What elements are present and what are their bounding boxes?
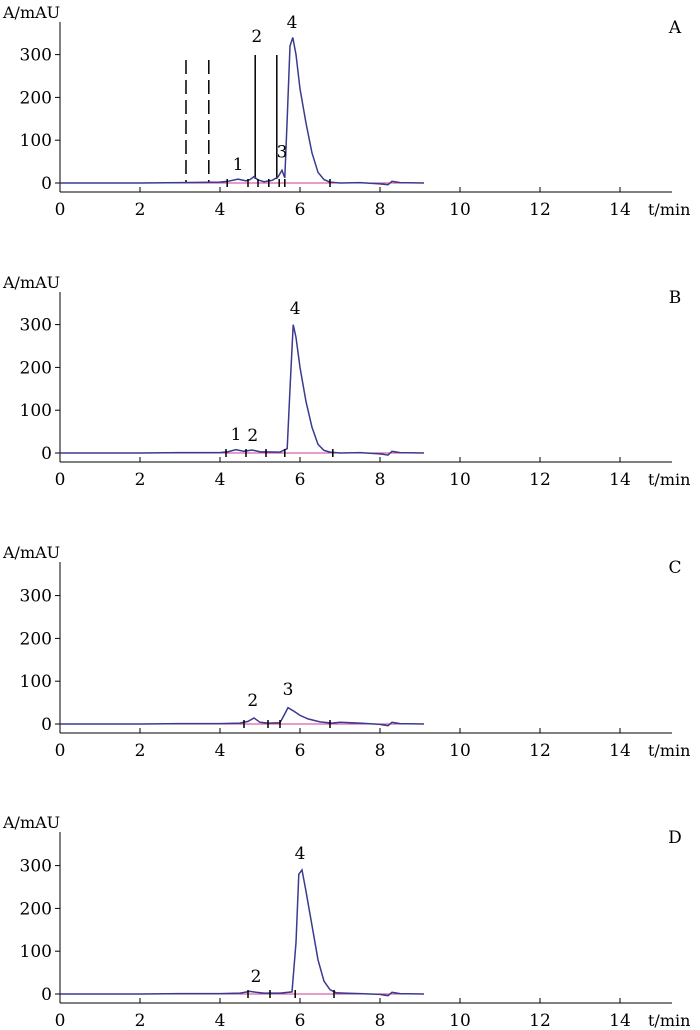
- x-tick-label: 2: [135, 470, 146, 490]
- peak-label: 3: [277, 142, 288, 162]
- peak-label: 4: [287, 13, 298, 33]
- x-tick-label: 10: [449, 470, 471, 490]
- x-tick-label: 4: [215, 1011, 226, 1030]
- y-tick-label: 300: [20, 587, 52, 607]
- y-tick-label: 0: [41, 715, 52, 735]
- y-axis-title: A/mAU: [2, 3, 60, 22]
- y-tick-label: 100: [20, 131, 52, 151]
- y-tick-label: 200: [20, 899, 52, 919]
- x-tick-label: 4: [215, 200, 226, 220]
- panel-letter: D: [668, 828, 682, 848]
- x-tick-label: 8: [375, 1011, 386, 1030]
- x-axis-title: t/min: [648, 470, 690, 489]
- panel-d: D A/mAU 0 100 200 300 0 2 4 6 8 10 12 14 t/min 2 4: [2, 813, 690, 1030]
- x-tick-label: 4: [215, 470, 226, 490]
- y-tick-label: 0: [41, 444, 52, 464]
- x-tick-label: 14: [609, 470, 631, 490]
- x-tick-label: 14: [609, 741, 631, 761]
- x-axis-title: t/min: [648, 741, 690, 760]
- y-tick-label: 100: [20, 401, 52, 421]
- chromatogram-trace: [60, 324, 425, 456]
- x-axis-title: t/min: [648, 200, 690, 219]
- panel-letter: A: [668, 18, 682, 38]
- x-tick-label: 8: [375, 200, 386, 220]
- y-tick-label: 0: [41, 174, 52, 194]
- chromatogram-trace: [60, 868, 425, 997]
- x-tick-label: 6: [295, 741, 306, 761]
- x-tick-label: 0: [55, 200, 66, 220]
- x-tick-label: 14: [609, 1011, 631, 1030]
- panel-letter: C: [668, 558, 681, 578]
- y-axis-title: A/mAU: [2, 813, 60, 832]
- peak-label: 4: [290, 299, 301, 319]
- peak-label: 3: [283, 680, 294, 700]
- x-tick-label: 12: [529, 1011, 551, 1030]
- y-tick-label: 300: [20, 316, 52, 336]
- peak-label: 2: [247, 426, 258, 446]
- x-tick-label: 6: [295, 200, 306, 220]
- x-tick-label: 12: [529, 200, 551, 220]
- x-tick-label: 2: [135, 1011, 146, 1030]
- x-tick-label: 2: [135, 200, 146, 220]
- x-tick-label: 8: [375, 741, 386, 761]
- x-tick-label: 0: [55, 1011, 66, 1030]
- x-axis-title: t/min: [648, 1011, 690, 1030]
- chromatogram-trace: [60, 706, 425, 727]
- x-tick-label: 6: [295, 470, 306, 490]
- peak-label: 1: [231, 425, 242, 445]
- panel-c: C A/mAU 0 100 200 300 0 2 4 6 8 10 12 14 t/min 2 3: [2, 543, 690, 761]
- x-tick-label: 2: [135, 741, 146, 761]
- y-tick-label: 100: [20, 672, 52, 692]
- y-axis-title: A/mAU: [2, 543, 60, 562]
- x-tick-label: 10: [449, 200, 471, 220]
- y-tick-label: 200: [20, 358, 52, 378]
- x-tick-label: 10: [449, 1011, 471, 1030]
- y-tick-label: 0: [41, 985, 52, 1005]
- peak-label: 2: [251, 967, 262, 987]
- y-tick-label: 300: [20, 857, 52, 877]
- y-tick-label: 300: [20, 46, 52, 66]
- peak-label: 1: [233, 155, 244, 175]
- y-tick-label: 200: [20, 629, 52, 649]
- x-tick-label: 6: [295, 1011, 306, 1030]
- y-tick-label: 200: [20, 88, 52, 108]
- x-tick-label: 4: [215, 741, 226, 761]
- x-tick-label: 12: [529, 470, 551, 490]
- y-axis-title: A/mAU: [2, 273, 60, 292]
- x-tick-label: 10: [449, 741, 471, 761]
- x-tick-label: 12: [529, 741, 551, 761]
- panel-letter: B: [669, 288, 682, 308]
- x-tick-label: 0: [55, 741, 66, 761]
- peak-label: 2: [251, 27, 262, 47]
- chromatogram-trace: [60, 37, 425, 186]
- y-tick-label: 100: [20, 942, 52, 962]
- x-tick-label: 8: [375, 470, 386, 490]
- peak-label: 4: [295, 844, 306, 864]
- x-tick-label: 0: [55, 470, 66, 490]
- x-tick-label: 14: [609, 200, 631, 220]
- peak-label: 2: [247, 691, 258, 711]
